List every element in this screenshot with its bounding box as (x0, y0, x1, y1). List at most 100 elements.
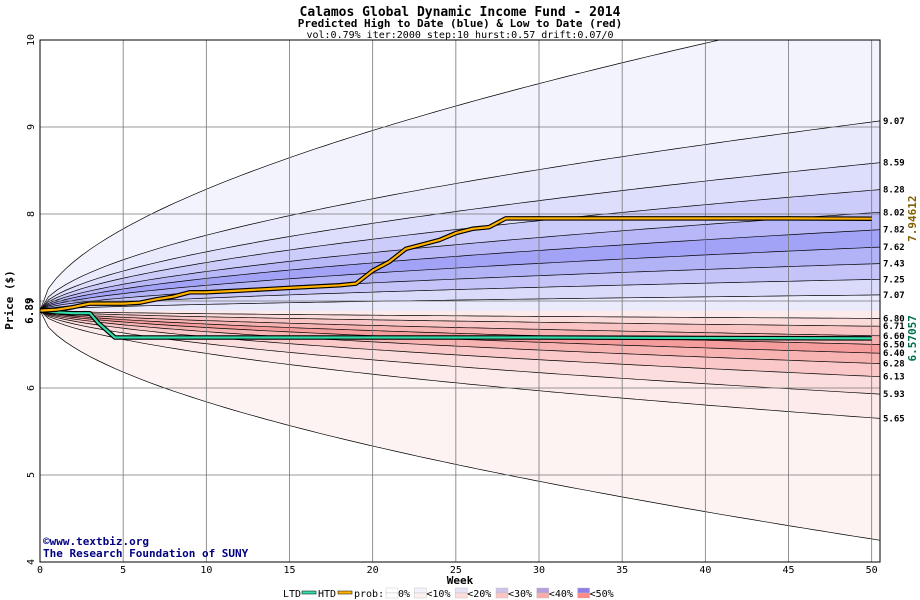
x-tick-label: 30 (533, 565, 545, 576)
legend-swatch-blue (577, 587, 590, 594)
quantile-line-0 (40, 120, 880, 311)
y-axis-ticks: 4 5 6 7 8 9 10 (26, 34, 37, 565)
quantile-label: 9.07 (883, 117, 905, 127)
y-tick-label: 6 (26, 385, 37, 391)
high-band-7 (40, 263, 880, 311)
quantile-line-17 (40, 310, 880, 419)
quantile-label: 7.82 (883, 226, 905, 236)
chart-title: Calamos Global Dynamic Income Fund - 201… (300, 5, 621, 20)
quantile-line-11 (40, 310, 880, 337)
quantile-line-5 (40, 246, 880, 311)
legend-htd-swatch (337, 590, 353, 595)
legend-item-label: <40% (549, 589, 573, 600)
legend-swatch-red (414, 592, 427, 599)
legend-swatch-blue (495, 587, 509, 594)
quantile-lines (40, 40, 880, 541)
quantile-label: 6.80 (883, 314, 905, 324)
quantile-line-8 (40, 294, 880, 311)
quantile-label: 5.65 (883, 414, 905, 424)
quantile-line-3 (40, 211, 880, 311)
quantile-line-15 (40, 310, 880, 378)
quantile-label: 7.25 (883, 275, 905, 285)
credit-org: The Research Foundation of SUNY (43, 547, 249, 560)
low-band-0 (40, 310, 880, 319)
quantile-label: 7.43 (883, 260, 905, 270)
legend-items: 0% <10% <20% <30% <40% <50% (385, 587, 614, 600)
high-band-8 (40, 279, 880, 311)
legend-item-label: <50% (590, 589, 614, 600)
quantile-label: 6.71 (883, 322, 905, 332)
quantile-line-1 (40, 162, 880, 311)
legend-item-label: <30% (508, 589, 532, 600)
y-tick-label: 9 (26, 124, 37, 130)
ltd-end-value: 6.57057 (906, 315, 919, 361)
legend-htd-label: HTD (318, 589, 336, 600)
y-tick-label: 5 (26, 472, 37, 478)
high-band-4 (40, 212, 880, 311)
high-band-2 (40, 162, 880, 311)
y-tick-label: 10 (26, 34, 37, 46)
low-band-8 (40, 310, 880, 419)
quantile-line-19 (40, 310, 880, 541)
legend-swatch-blue (455, 587, 468, 594)
ltd-series-line (40, 309, 872, 340)
plot-frame (39, 39, 881, 563)
x-axis-label: Week (447, 574, 474, 587)
low-band-4 (40, 310, 880, 354)
quantile-label: 6.13 (883, 373, 905, 383)
legend-ltd-swatch (301, 590, 317, 595)
quantile-line-16 (40, 310, 880, 395)
legend-swatch-red (495, 592, 509, 599)
low-band-6 (40, 310, 880, 377)
quantile-label: 8.59 (883, 159, 905, 169)
x-tick-label: 0 (37, 565, 43, 576)
y-tick-label: 7 (26, 298, 37, 304)
legend: LTD HTD prob: 0% <10% <20% <30% <40% <50% (283, 587, 614, 600)
x-tick-label: 50 (866, 565, 878, 576)
y-axis-label: Price ($) (3, 270, 16, 330)
legend-swatch-blue (414, 587, 427, 594)
quantile-line-7 (40, 278, 880, 311)
quantile-line-18 (40, 40, 722, 311)
x-tick-label: 15 (283, 565, 295, 576)
x-tick-label: 5 (120, 565, 126, 576)
legend-item-label: <10% (426, 589, 450, 600)
legend-prob-label: prob: (354, 589, 384, 600)
legend-swatch-red (385, 592, 399, 599)
legend-ltd-label: LTD (283, 589, 301, 600)
quantile-line-10 (40, 310, 880, 327)
y-tick-label: 8 (26, 211, 37, 217)
legend-swatch-red (536, 592, 549, 599)
series-lines (40, 216, 872, 341)
chart-subtitle: Predicted High to Date (blue) & Low to D… (298, 17, 623, 30)
low-band-7 (40, 310, 880, 395)
quantile-label: 7.62 (883, 243, 905, 253)
quantile-label: 6.28 (883, 360, 905, 370)
x-tick-label: 10 (200, 565, 212, 576)
htd-series-line (40, 217, 872, 312)
quantile-label: 8.28 (883, 186, 905, 196)
quantile-label: 6.50 (883, 341, 905, 351)
legend-swatch-red (577, 592, 590, 599)
high-band-0 (40, 40, 880, 311)
quantile-label: 7.07 (883, 291, 905, 301)
high-band-1 (40, 120, 880, 311)
quantile-label: 5.93 (883, 390, 905, 400)
quantile-line-2 (40, 189, 880, 311)
low-band-1 (40, 310, 880, 327)
low-band-5 (40, 310, 880, 364)
quantile-label: 8.02 (883, 208, 905, 218)
low-band-9 (40, 310, 880, 541)
quantile-line-4 (40, 229, 880, 311)
quantile-label: 6.40 (883, 349, 905, 359)
legend-item-label: <20% (467, 589, 491, 600)
high-band-9 (40, 294, 880, 311)
x-axis-ticks: 0 5 10 15 20 25 30 35 40 45 50 (37, 565, 878, 576)
htd-end-value: 7.94612 (906, 196, 919, 242)
quantile-labels: 9.07 8.59 8.28 8.02 7.82 7.62 7.43 7.25 7.07 6.80… (883, 117, 905, 425)
high-band-5 (40, 229, 880, 311)
start-price-label: 6.89 (23, 297, 36, 324)
probability-bands (40, 40, 880, 541)
quantile-line-14 (40, 310, 880, 364)
legend-swatch-red (455, 592, 468, 599)
